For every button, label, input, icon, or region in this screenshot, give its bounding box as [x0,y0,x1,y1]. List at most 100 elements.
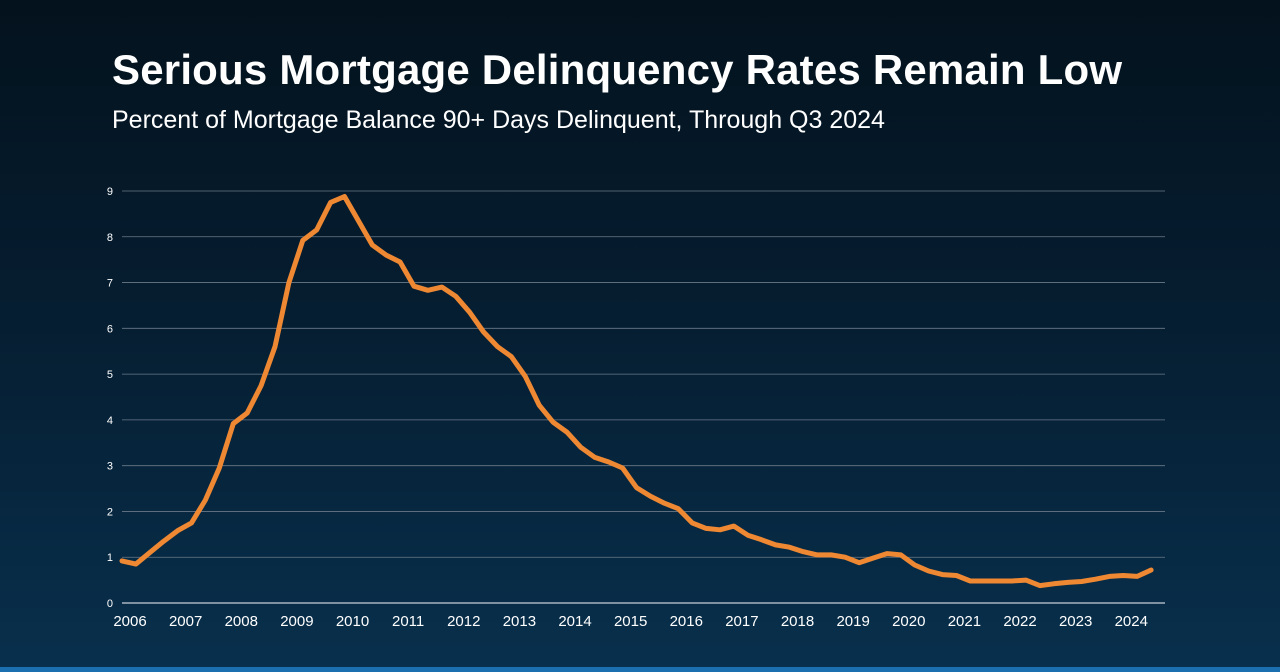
y-axis-ticks: 0 1 2 3 4 5 6 7 8 9 [107,186,113,610]
data-point [203,498,208,503]
series-layer [119,194,1154,589]
data-point [968,579,973,584]
data-point [189,520,194,525]
data-point [147,550,152,555]
data-point [314,227,319,232]
x-tick-label: 2017 [725,613,758,630]
data-point [773,542,778,547]
data-point [676,506,681,511]
data-point [356,218,361,223]
x-tick-label: 2024 [1115,613,1148,630]
data-point [273,344,278,349]
data-point [634,485,639,490]
gridlines [122,190,1165,604]
x-tick-label: 2013 [503,613,536,630]
y-tick-label: 5 [107,369,113,381]
data-point [745,533,750,538]
data-point [523,374,528,379]
data-point [690,520,695,525]
x-tick-label: 2022 [1003,613,1036,630]
x-tick-label: 2010 [336,613,369,630]
data-point [592,455,597,460]
data-point [704,526,709,531]
data-point [384,253,389,258]
data-point [217,466,222,471]
data-point [1107,574,1112,579]
data-point [467,310,472,315]
data-point [342,194,347,199]
data-point [620,466,625,471]
data-point [509,354,514,359]
data-point [1023,578,1028,583]
x-tick-label: 2016 [670,613,703,630]
data-point [996,579,1001,584]
data-point [175,528,180,533]
data-point [843,555,848,560]
data-point [857,560,862,565]
data-point [328,200,333,205]
data-point [161,539,166,544]
data-point [648,494,653,499]
data-point [495,344,500,349]
data-point [1135,574,1140,579]
data-point [412,284,417,289]
data-point [565,430,570,435]
y-tick-label: 0 [107,598,113,610]
x-tick-label: 2007 [169,613,202,630]
data-point [286,280,291,285]
y-tick-label: 4 [107,415,113,427]
x-tick-label: 2020 [892,613,925,630]
x-tick-label: 2019 [836,613,869,630]
data-point [940,572,945,577]
chart-subtitle: Percent of Mortgage Balance 90+ Days Del… [112,106,885,134]
x-tick-label: 2012 [447,613,480,630]
data-point [982,579,987,584]
bottom-accent-bar [0,667,1280,672]
data-point [398,260,403,265]
x-tick-label: 2011 [392,613,424,630]
series-line [119,194,1154,589]
data-point [718,527,723,532]
data-point [1079,579,1084,584]
x-tick-label: 2015 [614,613,647,630]
data-point [759,537,764,542]
data-point [954,573,959,578]
data-point [259,383,264,388]
data-point [871,556,876,561]
data-point [231,421,236,426]
data-point [662,501,667,506]
data-point [801,549,806,554]
data-point [439,285,444,290]
data-point [1121,573,1126,578]
data-point [453,294,458,299]
data-point [606,460,611,465]
data-point [1051,581,1056,586]
x-tick-label: 2009 [280,613,313,630]
data-point [133,562,138,567]
x-tick-label: 2018 [781,613,814,630]
data-point [1149,568,1154,573]
data-point [884,551,889,556]
y-tick-label: 9 [107,186,113,198]
data-point [898,552,903,557]
data-point [120,558,125,563]
x-tick-label: 2008 [225,613,258,630]
x-tick-label: 2021 [948,613,981,630]
data-point [1010,579,1015,584]
data-point [300,238,305,243]
data-point [912,563,917,568]
data-point [815,552,820,557]
data-point [787,545,792,550]
x-tick-label: 2006 [113,613,146,630]
data-point [1037,583,1042,588]
x-tick-label: 2014 [558,613,591,630]
data-point [425,288,430,293]
y-tick-label: 2 [107,506,113,518]
chart-title: Serious Mortgage Delinquency Rates Remai… [112,46,1123,93]
data-point [1093,577,1098,582]
y-tick-label: 1 [107,552,113,564]
data-point [370,243,375,248]
data-point [537,403,542,408]
data-point [551,420,556,425]
